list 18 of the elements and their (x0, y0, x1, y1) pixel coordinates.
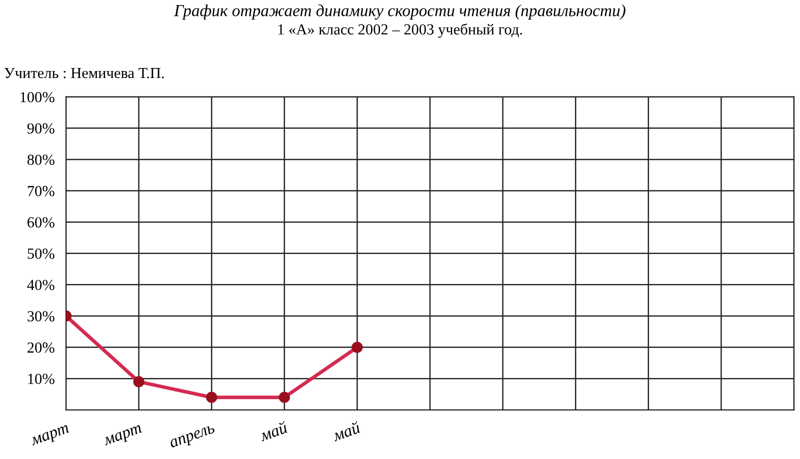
y-tick-label: 70% (28, 186, 54, 196)
y-tick-label: 60% (28, 217, 54, 228)
chart-subtitle: 1 «А» класс 2002 – 2003 учебный год. (278, 23, 522, 38)
x-tick-label: март (30, 424, 71, 449)
x-tick-label: апрель (169, 424, 216, 452)
y-tick-label: 50% (28, 248, 54, 259)
chart-title: График отражает динамику скорости чтения (правильности) (174, 4, 626, 20)
y-tick-label: 40% (27, 280, 54, 290)
y-tick-label: 100% (20, 92, 54, 102)
y-tick-label: 90% (27, 123, 54, 134)
y-tick-label: 20% (28, 342, 54, 353)
y-tick-label: 30% (28, 311, 54, 322)
y-tick-label: 80% (27, 154, 54, 165)
x-tick-label: май (330, 420, 362, 442)
x-tick-label: март (102, 424, 144, 449)
y-tick-label: 10% (28, 374, 54, 384)
x-tick-label: май (258, 420, 288, 442)
text: Учитель : Немичева Т.П. (4, 68, 164, 78)
